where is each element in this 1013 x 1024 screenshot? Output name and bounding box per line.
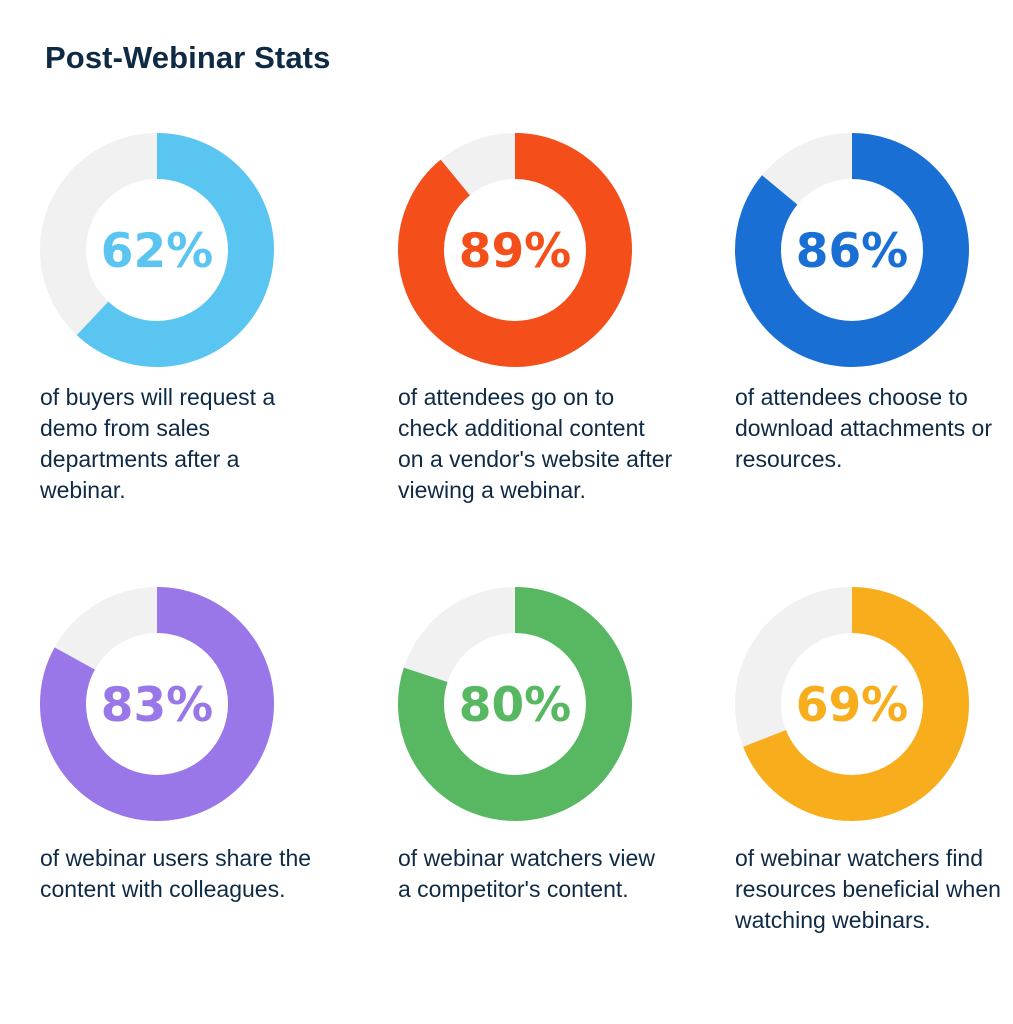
percentage-label: 69% — [796, 678, 909, 733]
donut-chart: 89% — [398, 133, 632, 367]
donut-svg: 89% — [398, 133, 632, 367]
donut-svg: 62% — [40, 133, 274, 367]
stat-description: of buyers will request a demo from sales… — [40, 384, 276, 503]
donut-value-arc — [735, 133, 969, 367]
stat-description: of attendees choose to download attachme… — [735, 384, 992, 472]
percentage-label: 89% — [459, 224, 572, 279]
donut-value-arc — [40, 133, 274, 367]
donut-svg: 86% — [735, 133, 969, 367]
stat-description: of attendees go on to check additional c… — [398, 384, 673, 503]
donut-chart: 80% — [398, 587, 632, 821]
donut-value-arc — [735, 587, 969, 821]
donut-chart: 83% — [40, 587, 274, 821]
stat-description: of webinar watchers view a competitor's … — [398, 845, 655, 902]
stat-description: of webinar users share the content with … — [40, 845, 312, 902]
donut-chart: 62% — [40, 133, 274, 367]
donut-value-arc — [40, 587, 274, 821]
donut-svg: 69% — [735, 587, 969, 821]
donut-svg: 80% — [398, 587, 632, 821]
donut-svg: 83% — [40, 587, 274, 821]
donut-chart: 86% — [735, 133, 969, 367]
donut-value-arc — [398, 587, 632, 821]
percentage-label: 80% — [459, 678, 572, 733]
percentage-label: 83% — [101, 678, 214, 733]
page-title: Post-Webinar Stats — [45, 40, 331, 75]
percentage-label: 62% — [101, 224, 214, 279]
donut-value-arc — [398, 133, 632, 367]
donut-chart: 69% — [735, 587, 969, 821]
percentage-label: 86% — [796, 224, 909, 279]
stat-description: of webinar watchers find resources benef… — [735, 845, 1001, 933]
